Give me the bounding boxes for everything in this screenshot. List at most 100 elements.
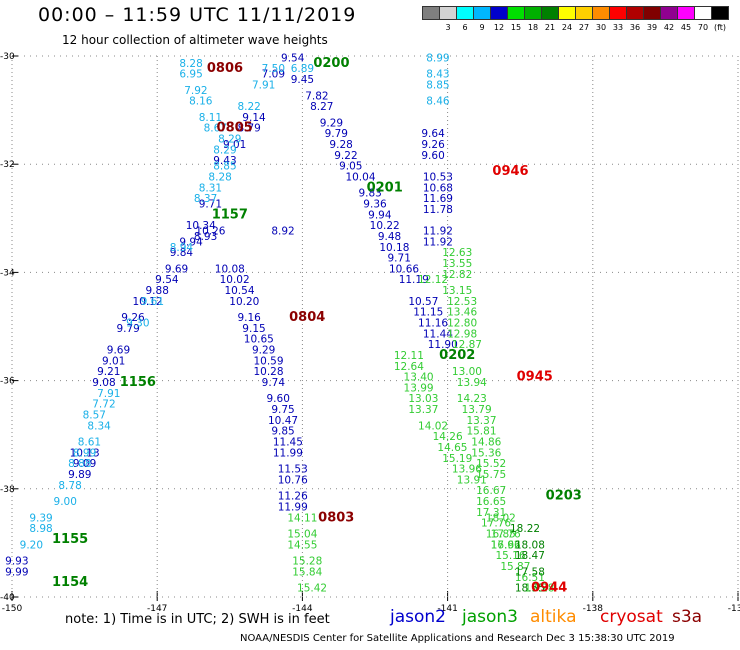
swh-value: 9.54 [281,52,305,64]
x-tick-label: -144 [292,604,313,614]
scale-label: 33 [612,23,624,32]
swh-value: 9.09 [73,458,96,470]
swh-value: 13.99 [404,382,434,394]
swh-value: 9.93 [5,556,28,568]
swh-value: 17.76 [481,518,511,530]
swh-value: 9.99 [5,566,28,578]
swh-value: 8.22 [237,101,260,113]
swh-value: 12.80 [447,318,477,330]
swh-value: 10.53 [423,171,453,183]
swh-value: 13.37 [466,415,496,427]
swh-value: 8.78 [58,480,81,492]
swh-value: 15.16 [495,550,525,562]
swh-value: 9.75 [271,404,294,416]
swh-value: 15.42 [297,583,327,595]
swh-value: 18.55 [515,583,545,595]
swh-value: 11.90 [428,339,458,351]
swh-value: 9.22 [334,150,357,162]
swh-value: 11.78 [423,204,453,216]
scale-label: 24 [561,23,573,32]
swh-value: 8.79 [237,123,260,135]
swh-value: 8.93 [194,231,217,243]
swh-value: 9.01 [102,355,125,367]
swh-value: 13.55 [442,258,472,270]
swh-value: 9.94 [179,236,203,248]
swh-value: 9.43 [213,155,236,167]
swh-value: 11.26 [278,491,308,503]
scale-label: 6 [462,23,468,32]
swh-value: 15.19 [442,453,472,465]
swh-value: 14.11 [287,512,317,524]
swh-value: 8.31 [199,182,222,194]
pass-time-label: 0805 [217,121,253,136]
swh-value: 17.58 [515,566,545,578]
swh-value: 10.54 [224,285,254,297]
pass-time-label: 0201 [367,180,403,195]
swh-value: 8.98 [29,523,52,535]
swh-value: 9.69 [165,263,188,275]
pass-time-label: 0944 [531,581,567,596]
swh-value: 7.91 [97,388,120,400]
swh-value: 9.39 [29,512,52,524]
swh-value: 7.92 [184,85,207,97]
swh-value: 7.91 [252,79,275,91]
swh-value: 11.53 [278,464,308,476]
swh-value: 13.40 [404,372,434,384]
swh-value: 11.15 [413,307,443,319]
y-tick-label: -38 [0,485,15,495]
scale-swatch [711,6,729,20]
swh-value: 10.08 [215,263,245,275]
swh-value: 13.37 [408,404,438,416]
x-tick-label: -135 [728,604,740,614]
swh-value: 7.72 [92,399,115,411]
swh-value: 16.85 [486,528,516,540]
swh-value: 16.67 [476,485,506,497]
pass-time-label: 0202 [439,348,475,363]
swh-value: 8.29 [218,134,241,146]
swh-value: 13.46 [447,307,477,319]
swh-value: 8.99 [73,447,96,459]
pass-time-label: 0200 [313,56,349,71]
swh-value: 9.16 [237,312,261,324]
swh-value: 8.28 [179,58,202,70]
scale-label: 30 [595,23,607,32]
pass-time-label: 1157 [212,207,248,222]
y-tick-label: -30 [0,52,15,62]
swh-value: 8.88 [68,458,91,470]
swh-value: 13.00 [452,366,482,378]
swh-value: 15.87 [500,561,530,573]
x-tick-label: -147 [147,604,167,614]
swh-value: 8.27 [310,101,333,113]
swh-value: 9.94 [368,209,392,221]
swh-value: 11.16 [418,318,448,330]
footer-credit: NOAA/NESDIS Center for Satellite Applica… [240,633,675,644]
x-tick-label: -150 [2,604,23,614]
swh-value: 9.26 [421,139,445,151]
swh-value: 9.26 [121,312,145,324]
y-tick-label: -34 [0,268,15,278]
footnote: note: 1) Time is in UTC; 2) SWH is in fe… [65,612,330,627]
swh-value: 10.47 [268,415,298,427]
swh-value: 11.99 [278,501,308,513]
legend-cryosat: cryosat [600,607,663,627]
pass-time-label: 1155 [52,532,88,547]
swh-value: 9.48 [378,231,401,243]
swh-value: 10.28 [253,366,283,378]
x-tick-label: -138 [583,604,604,614]
swh-value: 11.45 [273,437,303,449]
pass-time-label: 1156 [120,375,156,390]
scale-label: 70 [697,23,709,32]
swh-value: 10.02 [220,274,250,286]
y-tick-label: -32 [0,160,15,170]
swh-value: 15.75 [476,469,506,481]
swh-value: 15.81 [466,426,496,438]
swh-value: 8.85 [426,79,449,91]
legend-s3a: s3a [672,607,703,627]
swh-value: 7.09 [262,69,285,81]
scale-label: 9 [479,23,485,32]
swh-value: 10.04 [345,171,375,183]
swh-value: 9.60 [267,393,290,405]
legend-altika: altika [530,607,577,627]
y-tick-label: -40 [0,593,15,603]
swh-value: 9.21 [97,366,120,378]
